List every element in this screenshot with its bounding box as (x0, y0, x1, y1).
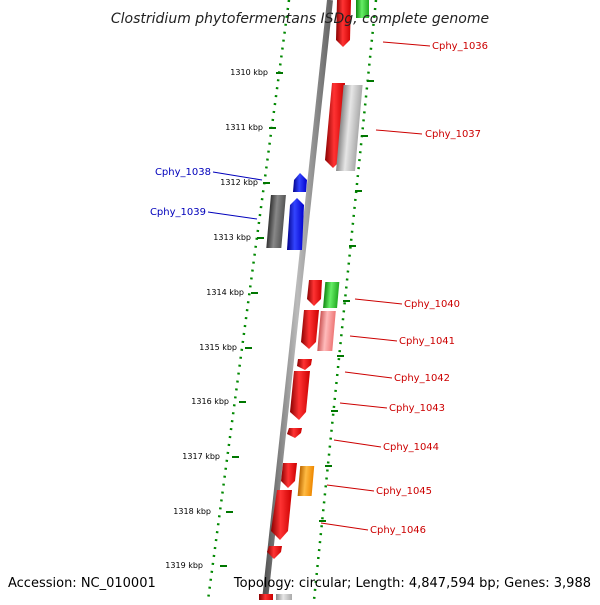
gene-label-cphy-1044[interactable]: Cphy_1044 (383, 442, 439, 453)
label-leaders (207, 41, 431, 531)
gene-label-cphy-1036[interactable]: Cphy_1036 (432, 41, 488, 52)
gene-arrows (259, 0, 369, 600)
gene-arrow-cphy-1046[interactable] (271, 490, 292, 540)
gene-arrow-cphy-1041-pink[interactable] (317, 311, 336, 351)
gene-label-cphy-1039[interactable]: Cphy_1039 (150, 207, 206, 218)
accession-text: Accession: NC_010001 (8, 576, 156, 591)
tick-label-1310: 1310 kbp (230, 68, 268, 77)
gene-arrow-cphy-1044[interactable] (287, 428, 302, 438)
genome-summary-text: Topology: circular; Length: 4,847,594 bp… (233, 576, 591, 591)
gene-arrow-top-red[interactable] (336, 0, 351, 47)
inner-dotted-ring (206, 0, 291, 601)
tick-marks (220, 72, 374, 567)
tick-label-1311: 1311 kbp (225, 123, 263, 132)
gene-arrow-cphy-1042[interactable] (297, 359, 312, 370)
gene-arrow-cphy-1045[interactable] (281, 463, 297, 488)
gene-arrow-cphy-1039-gray[interactable] (266, 195, 286, 248)
gene-arrow-cphy-1043[interactable] (290, 371, 310, 420)
gene-arrow-cphy-1040[interactable] (307, 280, 322, 306)
gene-arrow-top-green[interactable] (356, 0, 369, 18)
tick-label-1313: 1313 kbp (213, 233, 251, 242)
gene-label-cphy-1043[interactable]: Cphy_1043 (389, 403, 445, 414)
gene-label-cphy-1037[interactable]: Cphy_1037 (425, 129, 481, 140)
tick-label-1316: 1316 kbp (191, 397, 229, 406)
tick-labels: 1310 kbp 1311 kbp 1312 kbp 1313 kbp 1314… (165, 68, 268, 570)
gene-arrow-cphy-1045-orange[interactable] (297, 466, 315, 496)
tick-label-1319: 1319 kbp (165, 561, 203, 570)
tick-label-1318: 1318 kbp (173, 507, 211, 516)
gene-arrow-cphy-1040-green[interactable] (323, 282, 340, 308)
tick-label-1317: 1317 kbp (182, 452, 220, 461)
gene-arrow-cphy-1041[interactable] (301, 310, 319, 349)
tick-label-1314: 1314 kbp (206, 288, 244, 297)
gene-arrow-cphy-1039[interactable] (287, 198, 304, 250)
gene-label-cphy-1045[interactable]: Cphy_1045 (376, 486, 432, 497)
gene-arrow-bottom-gray[interactable] (276, 594, 292, 600)
tick-label-1312: 1312 kbp (220, 178, 258, 187)
gene-arrow-bottom-red-a[interactable] (267, 546, 282, 559)
map-title: Clostridium phytofermentans ISDg, comple… (111, 11, 489, 27)
gene-label-cphy-1038[interactable]: Cphy_1038 (155, 167, 211, 178)
gene-label-cphy-1041[interactable]: Cphy_1041 (399, 336, 455, 347)
tick-label-1315: 1315 kbp (199, 343, 237, 352)
gene-arrow-bottom-red-b[interactable] (259, 594, 273, 600)
gene-label-cphy-1042[interactable]: Cphy_1042 (394, 373, 450, 384)
gene-labels: Cphy_1036 Cphy_1037 Cphy_1038 Cphy_1039 … (150, 41, 488, 536)
gene-label-cphy-1046[interactable]: Cphy_1046 (370, 525, 426, 536)
gene-arrow-cphy-1038[interactable] (293, 173, 307, 192)
gene-arrow-cphy-1037-gray[interactable] (336, 85, 363, 171)
gene-label-cphy-1040[interactable]: Cphy_1040 (404, 299, 460, 310)
